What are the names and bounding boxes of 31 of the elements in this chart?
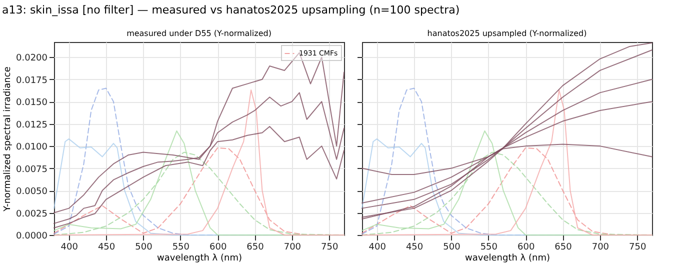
y-tick-label: 0.0000 [16, 232, 48, 242]
y-tick-label: 0.0125 [16, 120, 48, 130]
chart-subtitle: hanatos2025 upsampled (Y-normalized) [427, 29, 587, 38]
x-tick-label: 700 [592, 242, 610, 252]
x-tick-label: 600 [209, 242, 227, 252]
x-tick-label: 550 [172, 242, 190, 252]
x-tick-label: 600 [517, 242, 535, 252]
x-tick-label: 700 [284, 242, 302, 252]
x-tick-label: 500 [135, 242, 153, 252]
y-tick-label: 0.0100 [16, 142, 48, 153]
x-axis-title: wavelength λ (nm) [465, 254, 550, 264]
x-axis-title: wavelength λ (nm) [157, 254, 242, 264]
y-tick-label: 0.0200 [16, 54, 48, 64]
x-tick-label: 650 [246, 242, 264, 252]
x-tick-label: 500 [443, 242, 461, 252]
x-tick-label: 550 [480, 242, 498, 252]
x-tick-label: 450 [406, 242, 424, 252]
x-tick-label: 400 [60, 242, 78, 252]
y-tick-label: 0.0050 [16, 187, 48, 198]
x-tick-label: 650 [554, 242, 572, 252]
y-tick-label: 0.0075 [16, 164, 48, 175]
x-tick-label: 400 [368, 242, 386, 252]
y-tick-label: 0.0150 [16, 98, 48, 108]
x-tick-label: 750 [321, 242, 338, 252]
y-tick-label: 0.0175 [16, 76, 48, 86]
chart-subtitle: measured under D55 (Y-normalized) [126, 29, 272, 38]
x-tick-label: 750 [629, 242, 646, 252]
x-tick-label: 450 [98, 242, 116, 252]
chart-title: a13: skin_issa [no filter] — measured vs hanatos2025 upsampling (n=100 spectra) [2, 4, 460, 16]
y-tick-label: 0.0025 [16, 209, 48, 220]
y-axis-title: Y-normalized spectral irradiance [3, 66, 14, 212]
